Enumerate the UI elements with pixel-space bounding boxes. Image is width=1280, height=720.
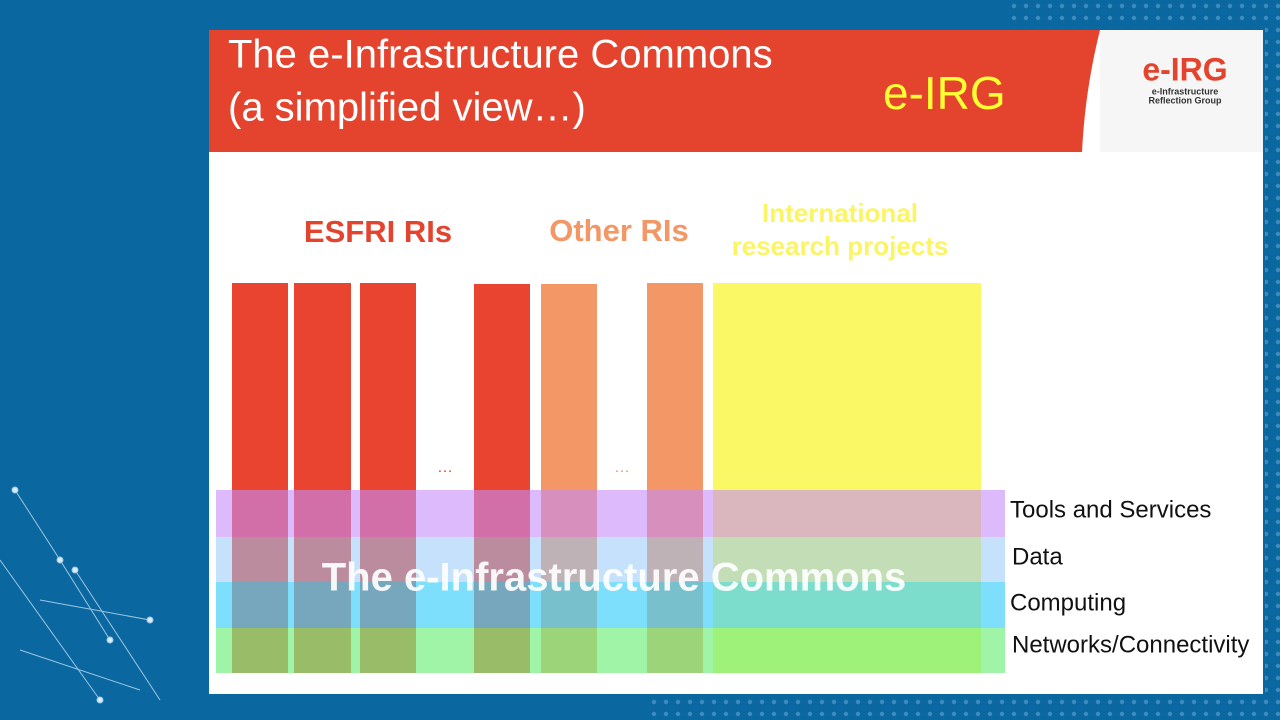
group-label: ESFRI RIs — [304, 214, 452, 249]
group-label: Other RIs — [549, 213, 689, 248]
header-tag: e-IRG — [883, 67, 1006, 119]
title: The e-Infrastructure Commons — [228, 33, 773, 77]
logo-subtitle: Reflection Group — [1148, 95, 1222, 105]
network-decoration — [0, 486, 161, 704]
ellipsis: … — [614, 459, 630, 476]
logo-panel — [1100, 30, 1263, 152]
dot-pattern — [1265, 28, 1280, 698]
title: (a simplified view…) — [228, 86, 586, 130]
logo-name: e-IRG — [1142, 51, 1227, 87]
layer-label: Tools and Services — [1010, 496, 1211, 523]
dot-pattern — [650, 698, 1280, 720]
layer-band — [216, 628, 1005, 673]
group-label: International — [762, 198, 918, 228]
layer-label: Networks/Connectivity — [1012, 631, 1249, 658]
layer-band — [216, 537, 1005, 582]
layer-label: Computing — [1010, 589, 1126, 616]
logo-subtitle: e-Infrastructure — [1152, 86, 1219, 96]
ellipsis: … — [437, 459, 453, 476]
dot-pattern — [1010, 0, 1280, 28]
layer-band — [216, 490, 1005, 537]
header-bar — [209, 30, 1100, 152]
layer-band — [216, 582, 1005, 628]
overlay-title: The e-Infrastructure Commons — [322, 556, 907, 600]
layer-label: Data — [1012, 543, 1063, 570]
layers — [216, 490, 1005, 673]
group-label: research projects — [732, 231, 949, 261]
